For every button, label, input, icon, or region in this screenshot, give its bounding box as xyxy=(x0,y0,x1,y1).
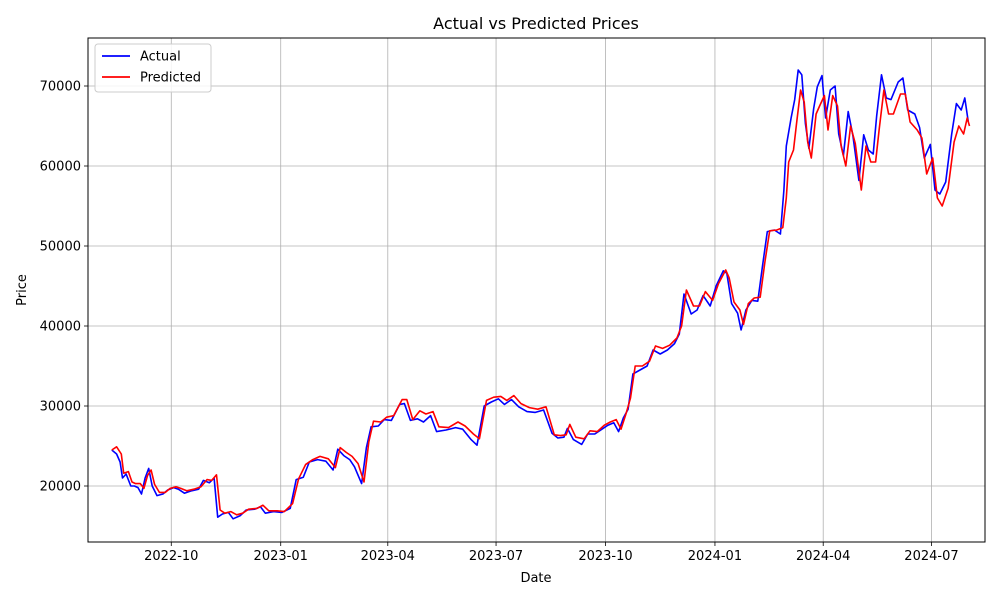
x-tick-label: 2023-01 xyxy=(254,549,308,564)
legend: Actual Predicted xyxy=(94,43,212,93)
chart-title: Actual vs Predicted Prices xyxy=(433,14,639,33)
x-tick-label: 2024-04 xyxy=(796,549,850,564)
plot-area-frame xyxy=(87,37,986,543)
y-tick-label: 60000 xyxy=(40,160,81,175)
x-tick-label: 2022-10 xyxy=(144,549,198,564)
y-tick-label: 20000 xyxy=(40,480,81,495)
y-axis-label: Price xyxy=(15,274,30,306)
series-line-predicted xyxy=(111,89,971,516)
x-tick-label: 2023-07 xyxy=(469,549,523,564)
x-tick-label: 2024-01 xyxy=(688,549,742,564)
series-lines xyxy=(111,69,971,520)
x-tick-label: 2023-04 xyxy=(361,549,415,564)
y-tick-label: 50000 xyxy=(40,240,81,255)
legend-label: Predicted xyxy=(140,71,201,86)
x-axis-label: Date xyxy=(520,571,551,586)
y-tick-label: 70000 xyxy=(40,80,81,95)
x-tick-label: 2024-07 xyxy=(904,549,958,564)
axis-ticks: 2022-10 2023-01 2023-04 2023-07 2023-10 2024-… xyxy=(40,80,959,565)
grid-lines xyxy=(88,38,985,542)
y-tick-label: 40000 xyxy=(40,320,81,335)
x-tick-label: 2023-10 xyxy=(578,549,632,564)
legend-label: Actual xyxy=(140,50,181,65)
y-tick-label: 30000 xyxy=(40,400,81,415)
